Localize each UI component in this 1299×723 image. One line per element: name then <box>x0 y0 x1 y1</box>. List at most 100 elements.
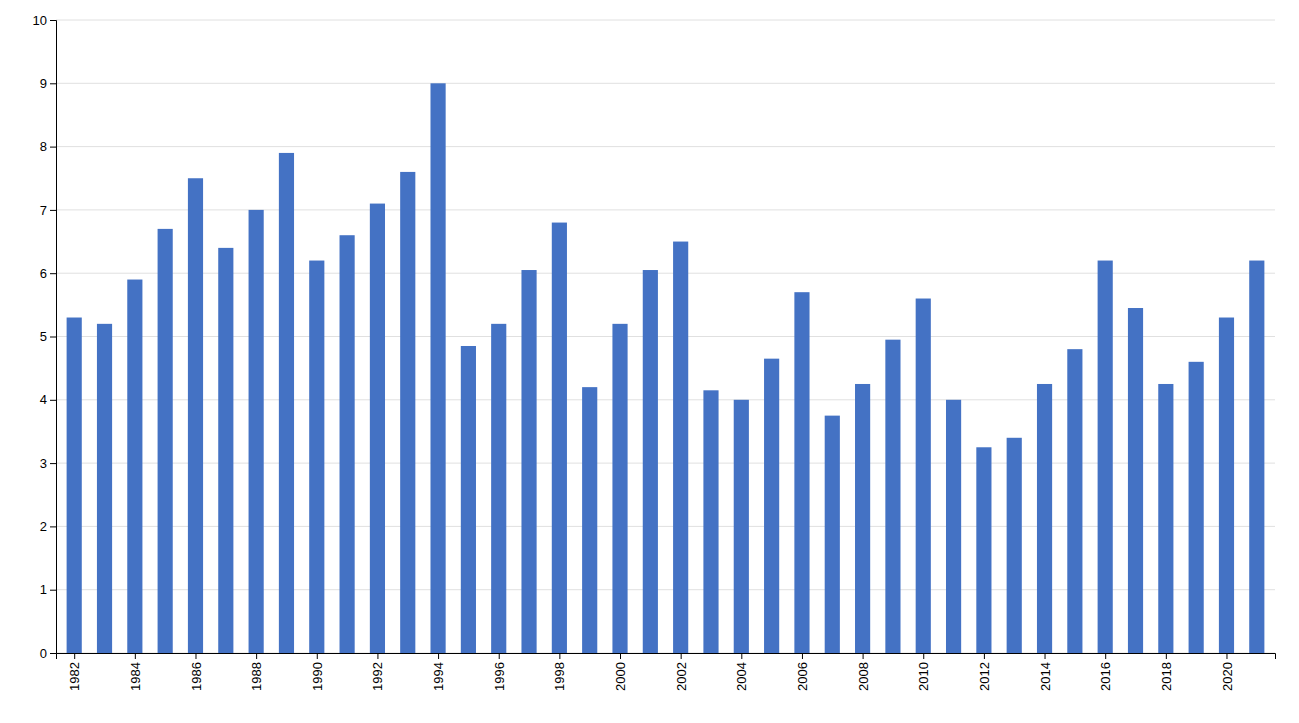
bar <box>1128 308 1143 653</box>
y-tick-label: 4 <box>40 392 47 407</box>
bar <box>430 83 445 653</box>
chart: 1982198419861988199019921994199619982000… <box>0 0 1299 723</box>
x-tick-mark <box>802 653 803 659</box>
bar <box>734 400 749 653</box>
x-tick-label: 1994 <box>431 662 446 691</box>
y-tick-mark <box>50 590 56 591</box>
x-tick-mark <box>923 653 924 659</box>
y-tick-label: 5 <box>40 329 47 344</box>
bar <box>279 153 294 653</box>
bar <box>1037 384 1052 653</box>
x-tick-mark <box>1226 653 1227 659</box>
y-tick-label: 7 <box>40 203 47 218</box>
bar <box>309 261 324 653</box>
x-tick: 2016 <box>1098 653 1113 691</box>
x-tick: 2000 <box>613 653 628 691</box>
y-tick: 8 <box>40 139 56 154</box>
y-tick-mark <box>50 526 56 527</box>
bar <box>916 299 931 653</box>
x-tick-label: 1996 <box>492 662 507 691</box>
y-tick-mark <box>50 20 56 21</box>
bar <box>1219 318 1234 653</box>
y-tick: 3 <box>40 456 56 471</box>
x-tick-label: 1984 <box>128 662 143 691</box>
bar <box>673 242 688 653</box>
x-tick-label: 2002 <box>674 662 689 691</box>
x-tick: 1990 <box>310 653 325 691</box>
bar <box>1067 349 1082 653</box>
y-tick: 9 <box>40 76 56 91</box>
x-tick-mark <box>499 653 500 659</box>
x-tick-label: 2016 <box>1098 662 1113 691</box>
bar <box>370 204 385 653</box>
y-tick-mark <box>50 400 56 401</box>
x-tick: 1996 <box>492 653 507 691</box>
x-tick: 1994 <box>431 653 446 691</box>
x-tick: 1988 <box>249 653 264 691</box>
y-tick-label: 2 <box>40 519 47 534</box>
x-tick-label: 1992 <box>370 662 385 691</box>
bar <box>1098 261 1113 653</box>
x-tick: 2018 <box>1159 653 1174 691</box>
bar <box>1249 261 1264 653</box>
x-tick-label: 1990 <box>310 662 325 691</box>
y-tick: 7 <box>40 203 56 218</box>
x-tick-label: 2012 <box>977 662 992 691</box>
y-tick-label: 9 <box>40 76 47 91</box>
x-axis: 1982198419861988199019921994199619982000… <box>57 653 1276 691</box>
x-tick: 1992 <box>370 653 385 691</box>
bar <box>764 359 779 653</box>
y-tick: 6 <box>40 266 56 281</box>
y-tick-mark <box>50 653 56 654</box>
x-tick: 1982 <box>67 653 82 691</box>
bar <box>825 416 840 653</box>
bar <box>1158 384 1173 653</box>
x-tick-label: 2008 <box>856 662 871 691</box>
y-tick-label: 6 <box>40 266 47 281</box>
grid-line <box>56 209 1275 210</box>
grid-line <box>56 463 1275 464</box>
grid-line <box>56 399 1275 400</box>
y-tick: 4 <box>40 392 56 407</box>
x-tick-mark <box>984 653 985 659</box>
bar <box>1189 362 1204 653</box>
y-tick: 0 <box>40 646 56 661</box>
bar <box>188 178 203 653</box>
y-tick: 5 <box>40 329 56 344</box>
y-tick-label: 10 <box>33 13 47 28</box>
bar <box>643 270 658 653</box>
y-tick: 2 <box>40 519 56 534</box>
bar <box>552 223 567 653</box>
y-tick-mark <box>50 147 56 148</box>
x-tick: 2014 <box>1038 653 1053 691</box>
bar <box>521 270 536 653</box>
y-tick-label: 0 <box>40 646 47 661</box>
x-tick-mark <box>317 653 318 659</box>
x-tick-mark <box>741 653 742 659</box>
y-tick-mark <box>50 337 56 338</box>
bar <box>855 384 870 653</box>
bar <box>582 387 597 653</box>
grid-line <box>56 336 1275 337</box>
x-tick-mark <box>135 653 136 659</box>
bar <box>703 390 718 653</box>
x-tick-mark <box>195 653 196 659</box>
grid-line <box>56 273 1275 274</box>
bar <box>158 229 173 653</box>
x-tick-mark <box>74 653 75 659</box>
x-tick-label: 2004 <box>734 662 749 691</box>
x-tick: 2020 <box>1220 653 1235 691</box>
x-tick: 2012 <box>977 653 992 691</box>
x-tick-label: 1988 <box>249 662 264 691</box>
y-axis-line <box>50 21 57 654</box>
x-tick-label: 1998 <box>552 662 567 691</box>
bar <box>127 280 142 653</box>
x-tick: 2002 <box>674 653 689 691</box>
x-tick: 1998 <box>552 653 567 691</box>
y-tick: 10 <box>33 13 56 28</box>
grid-line <box>56 526 1275 527</box>
x-tick: 2008 <box>856 653 871 691</box>
bar <box>218 248 233 653</box>
x-tick-mark <box>681 653 682 659</box>
x-tick-mark <box>1045 653 1046 659</box>
